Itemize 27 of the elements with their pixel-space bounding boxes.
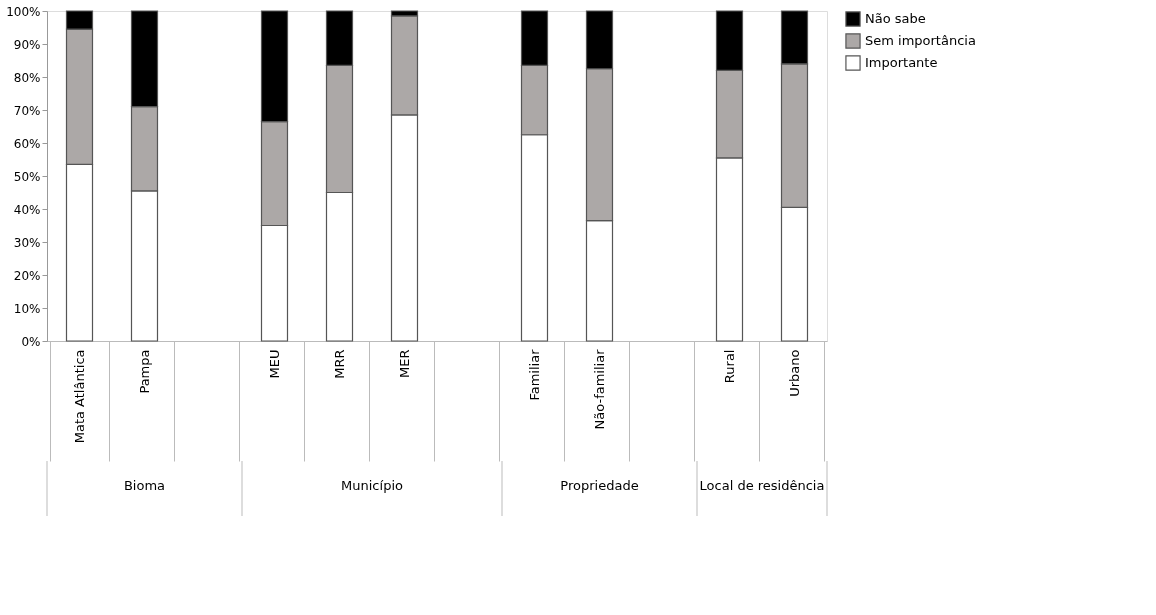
y-tick-label: 10%: [13, 301, 41, 316]
legend-label: Não sabe: [865, 11, 926, 26]
y-tick-label: 0%: [21, 334, 41, 349]
text: Propriedade: [560, 478, 639, 493]
y-tick-label: 30%: [13, 235, 41, 250]
y-tick-label: 100%: [6, 4, 41, 19]
x-tick-label: Mata Atlântica: [72, 349, 87, 444]
text: Município: [341, 478, 403, 493]
x-tick-label: MEU: [267, 349, 282, 379]
x-tick-label: Urbano: [787, 349, 802, 397]
y-tick-label: 80%: [13, 70, 41, 85]
x-tick-label: Pampa: [137, 349, 152, 394]
x-tick-label: Rural: [722, 349, 737, 384]
text: Bioma: [123, 478, 166, 493]
x-tick-label: Familiar: [527, 348, 542, 401]
y-tick-label: 90%: [13, 37, 41, 52]
legend-label: Importante: [865, 55, 938, 70]
x-tick-label: Não-familiar: [592, 348, 607, 430]
text: Local de residência: [699, 478, 825, 493]
x-tick-label: MRR: [332, 349, 347, 379]
y-tick-label: 50%: [13, 169, 41, 184]
y-tick-label: 60%: [13, 136, 41, 151]
x-tick-label: MER: [397, 349, 412, 378]
legend-label: Sem importância: [865, 33, 976, 48]
y-tick-label: 20%: [13, 268, 41, 283]
y-tick-label: 40%: [13, 202, 41, 217]
y-tick-label: 70%: [13, 103, 41, 118]
